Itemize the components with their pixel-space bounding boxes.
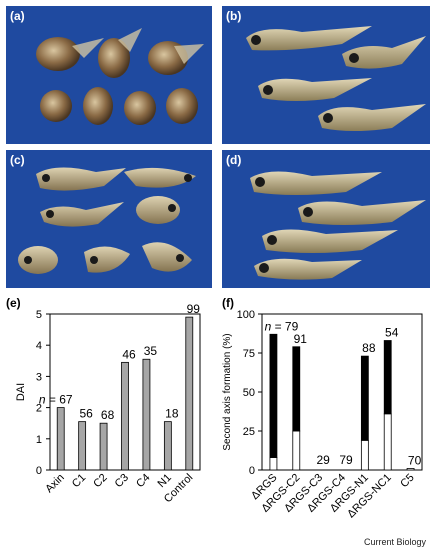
chart-e-ytick-label: 0 xyxy=(36,465,42,477)
chart-f-n-label: 79 xyxy=(339,453,353,467)
chart-f-n-label: n = 79 xyxy=(265,319,299,333)
journal-credit: Current Biology xyxy=(363,537,426,547)
chart-f-bar-filled xyxy=(383,340,392,415)
chart-e-xtick-label: C2 xyxy=(91,472,109,490)
chart-f-n-label: 88 xyxy=(362,341,376,355)
chart-e-xtick-label: Axin xyxy=(43,472,67,496)
panel-label-f: (f) xyxy=(222,296,234,310)
chart-f-n-label: 91 xyxy=(294,332,308,346)
panel-label-d: (d) xyxy=(226,153,242,167)
chart-e-bar xyxy=(142,358,151,471)
chart-e-bar xyxy=(163,421,172,471)
chart-f-xtick-label: C5 xyxy=(398,472,416,490)
chart-f-ytick-label: 25 xyxy=(243,426,255,438)
chart-f-n-label: 70 xyxy=(408,453,422,467)
chart-f-ytick-label: 100 xyxy=(237,309,255,321)
chart-e-ytick-label: 1 xyxy=(36,434,42,446)
chart-e-n-label: 18 xyxy=(165,407,179,421)
photo-d-image xyxy=(250,171,426,280)
chart-f-second-axis: 0 25 50 75 100 Second axis formation (%) n = 7… xyxy=(222,309,423,520)
photo-panel-a: (a) xyxy=(6,6,212,144)
chart-e-ytick-label: 5 xyxy=(36,309,42,321)
chart-e-bar xyxy=(99,422,108,471)
chart-e-ytick-label: 2 xyxy=(36,403,42,415)
chart-e-n-label: 46 xyxy=(122,347,136,361)
photo-panel-b: (b) xyxy=(222,6,430,144)
chart-e-ytick-label: 4 xyxy=(36,340,42,352)
chart-f-n-label: 29 xyxy=(316,453,330,467)
chart-f-bar-open xyxy=(269,457,278,471)
chart-f-ytick-label: 75 xyxy=(243,348,255,360)
chart-e-xtick-label: C4 xyxy=(134,472,152,490)
chart-e-xtick-label: C1 xyxy=(70,472,88,490)
chart-e-ytick-label: 3 xyxy=(36,371,42,383)
chart-e-bar xyxy=(78,421,87,471)
chart-f-bar-open xyxy=(406,468,415,471)
chart-f-bar-open xyxy=(360,439,369,471)
photo-c-image xyxy=(18,167,196,274)
chart-e-n-label: 68 xyxy=(101,408,115,422)
chart-e-bar xyxy=(185,316,194,471)
chart-e-n-label: 99 xyxy=(187,302,201,316)
chart-f-ytick-label: 0 xyxy=(249,465,255,477)
panel-label-e: (e) xyxy=(6,296,21,310)
photo-b-image xyxy=(246,26,426,131)
chart-f-ylabel: Second axis formation (%) xyxy=(222,333,233,450)
panel-label-b: (b) xyxy=(226,9,242,23)
photo-panel-c: (c) xyxy=(6,150,212,288)
chart-f-bar-open xyxy=(383,413,392,471)
chart-f-bar-filled xyxy=(360,355,369,441)
chart-e-n-label: 56 xyxy=(79,407,93,421)
panel-label-c: (c) xyxy=(10,153,25,167)
panel-label-a: (a) xyxy=(10,9,25,23)
chart-e-bar xyxy=(121,361,129,471)
chart-f-bar-open xyxy=(292,430,301,471)
chart-e-ylabel: DAI xyxy=(15,383,27,401)
chart-e-n-label: n = 67 xyxy=(39,393,73,407)
chart-e-xtick-label: C3 xyxy=(113,472,131,490)
chart-e-n-label: 35 xyxy=(144,344,158,358)
chart-f-n-label: 54 xyxy=(385,326,399,340)
photo-panel-d: (d) xyxy=(222,150,430,288)
chart-f-bar-filled xyxy=(292,346,301,432)
chart-e-bar xyxy=(56,407,65,471)
chart-f-bar-filled xyxy=(269,333,278,458)
photo-a-image xyxy=(36,28,204,125)
chart-f-ytick-label: 50 xyxy=(243,387,255,399)
